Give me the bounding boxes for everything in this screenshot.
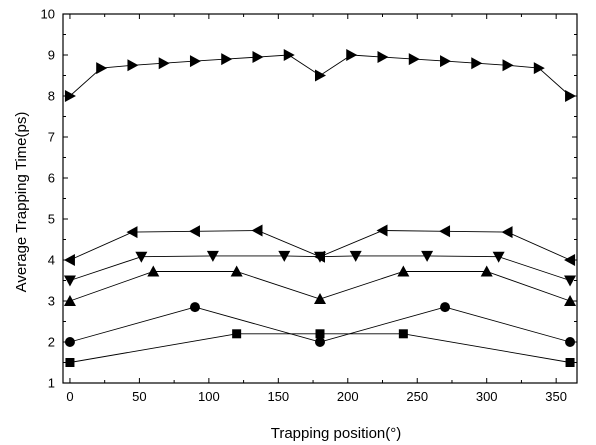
triangle-down-marker xyxy=(278,250,291,262)
triangle-up-marker xyxy=(147,265,160,277)
y-tick-label: 5 xyxy=(48,212,55,227)
y-tick-label: 2 xyxy=(48,335,55,350)
series-circle xyxy=(64,302,576,347)
circle-marker xyxy=(64,337,75,347)
triangle-left-marker xyxy=(188,225,200,238)
triangle-right-marker xyxy=(346,49,358,61)
series-square xyxy=(65,329,575,367)
x-tick-label: 100 xyxy=(198,389,220,404)
plot-area xyxy=(62,13,578,384)
triangle-up-marker xyxy=(480,265,493,277)
triangle-right-marker xyxy=(533,62,545,75)
triangle-right-marker xyxy=(252,51,264,64)
x-tick-label: 350 xyxy=(545,389,567,404)
plot-frame xyxy=(62,13,578,384)
triangle-left-marker xyxy=(564,254,576,266)
triangle-right-marker xyxy=(565,90,577,102)
triangle-left-marker xyxy=(126,226,138,239)
triangle-left-marker xyxy=(501,226,513,239)
triangle-left-marker xyxy=(376,224,388,237)
triangle-down-marker xyxy=(135,251,148,263)
square-marker xyxy=(232,329,242,339)
series-triangle-left xyxy=(63,224,576,266)
triangle-left-marker xyxy=(439,225,451,238)
y-tick-label: 3 xyxy=(48,294,55,309)
triangle-down-marker xyxy=(63,275,76,287)
y-tick-label: 7 xyxy=(48,130,55,145)
triangle-down-marker xyxy=(349,250,362,262)
y-tick-label: 8 xyxy=(48,89,55,104)
circle-marker xyxy=(315,337,325,347)
triangle-up-marker xyxy=(564,295,577,306)
square-marker xyxy=(398,329,408,339)
x-tick-label: 0 xyxy=(66,389,73,404)
triangle-up-marker xyxy=(314,292,326,304)
triangle-right-marker xyxy=(315,69,326,82)
triangle-right-marker xyxy=(471,57,483,70)
triangle-right-marker xyxy=(127,59,139,72)
triangle-down-marker xyxy=(421,250,434,262)
triangle-right-marker xyxy=(158,57,170,70)
triangle-down-marker xyxy=(492,251,505,263)
triangle-right-marker xyxy=(440,55,452,68)
x-tick-label: 250 xyxy=(406,389,428,404)
x-axis-title: Trapping position(°) xyxy=(271,425,402,442)
x-tick-label: 300 xyxy=(476,389,498,404)
triangle-down-marker xyxy=(206,250,219,262)
y-tick-label: 10 xyxy=(41,7,55,22)
square-marker xyxy=(315,329,325,339)
triangle-right-marker xyxy=(502,59,514,72)
triangle-left-marker xyxy=(314,250,325,263)
triangle-right-marker xyxy=(283,49,295,61)
triangle-right-marker xyxy=(64,90,76,102)
triangle-up-marker xyxy=(397,265,410,277)
square-marker xyxy=(65,358,75,367)
series-triangle-up xyxy=(63,265,577,306)
square-marker xyxy=(565,358,575,367)
ticks-layer: 0 50 100 150 200 250 300 350 1 2 3 4 5 6 7 8 9 10 xyxy=(41,7,577,404)
series-triangle-right xyxy=(64,49,577,102)
y-tick-label: 1 xyxy=(48,376,55,391)
series-layer xyxy=(63,49,577,367)
x-tick-label: 200 xyxy=(337,389,359,404)
triangle-down-marker xyxy=(564,275,577,287)
triangle-right-marker xyxy=(221,53,233,66)
triangle-right-marker xyxy=(408,53,420,66)
x-tick-label: 50 xyxy=(132,389,146,404)
triangle-right-marker xyxy=(189,55,201,68)
triangle-up-marker xyxy=(63,295,76,306)
triangle-right-marker xyxy=(377,51,389,64)
y-axis-title: Average Trapping Time(ps) xyxy=(13,112,30,293)
triangle-left-marker xyxy=(251,224,263,237)
triangle-left-marker xyxy=(63,254,75,266)
circle-marker xyxy=(189,302,200,313)
y-tick-label: 6 xyxy=(48,171,55,186)
x-tick-label: 150 xyxy=(267,389,289,404)
y-tick-label: 9 xyxy=(48,48,55,63)
y-tick-label: 4 xyxy=(48,253,55,268)
triangle-right-marker xyxy=(96,62,108,75)
triangle-up-marker xyxy=(230,265,243,277)
circle-marker xyxy=(565,337,576,347)
circle-marker xyxy=(440,302,451,313)
